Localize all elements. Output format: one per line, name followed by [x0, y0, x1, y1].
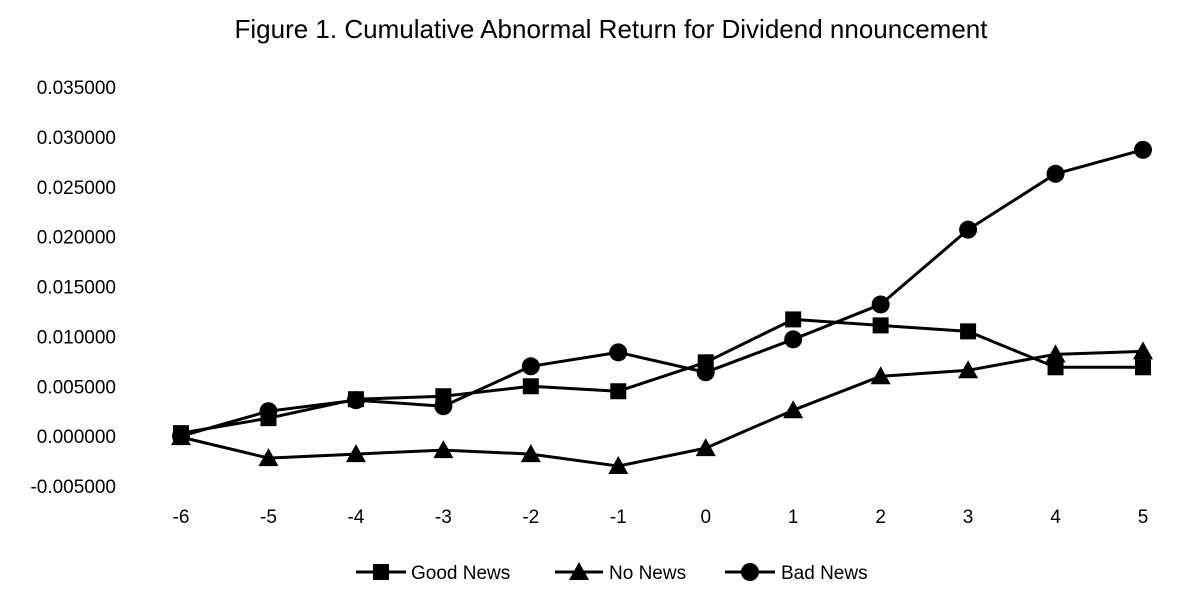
data-point-good-news [610, 383, 627, 400]
data-point-no-news [1133, 341, 1153, 360]
data-point-bad-news [1046, 164, 1065, 183]
y-axis: -0.005000 0.000000 0.005000 0.010000 0.01500… [30, 78, 116, 498]
data-point-no-news [608, 456, 629, 475]
data-point-good-news [1135, 359, 1151, 376]
series-line-good-news [180, 317, 1143, 435]
legend-item-good-news: Good News [356, 563, 510, 584]
x-tick-label: 5 [1138, 507, 1149, 528]
data-point-good-news [785, 311, 802, 328]
y-tick-label: 0.025000 [37, 178, 116, 199]
series-bad-news [172, 140, 1152, 446]
y-tick-label: 0.000000 [37, 427, 116, 448]
data-point-good-news [1047, 359, 1064, 376]
series-no-news [171, 341, 1153, 475]
data-point-no-news [520, 444, 541, 463]
data-point-good-news [872, 317, 889, 334]
data-point-no-news [783, 400, 804, 419]
y-tick-label: -0.005000 [30, 477, 116, 498]
x-tick-label: -2 [522, 507, 539, 528]
data-point-bad-news [346, 391, 365, 410]
legend-item-no-news: No News [555, 562, 686, 584]
x-tick-label: 3 [963, 507, 974, 528]
x-tick-label: 4 [1050, 507, 1061, 528]
x-tick-label: 0 [700, 507, 711, 528]
x-tick-label: -4 [347, 507, 364, 528]
series-layer [171, 140, 1153, 475]
data-point-bad-news [1134, 140, 1152, 159]
data-point-no-news [345, 444, 366, 463]
chart-title: Figure 1. Cumulative Abnormal Return for… [234, 14, 988, 44]
series-line-no-news [180, 349, 1144, 468]
data-point-bad-news [784, 330, 803, 349]
y-tick-label: 0.005000 [37, 377, 116, 398]
data-point-bad-news [434, 397, 453, 416]
data-point-good-news [522, 378, 539, 395]
data-point-bad-news [609, 343, 628, 362]
x-tick-label: -3 [435, 507, 452, 528]
x-tick-label: -5 [260, 507, 277, 528]
y-tick-label: 0.015000 [37, 278, 116, 299]
x-axis: -6 -5 -4 -3 -2 -1 0 1 2 3 4 5 [173, 507, 1149, 528]
legend-item-bad-news: Bad News [725, 563, 868, 584]
x-tick-label: 1 [788, 507, 799, 528]
legend-label: Bad News [781, 563, 868, 584]
data-point-bad-news [521, 357, 540, 376]
legend: Good News No News Bad News [356, 562, 868, 584]
legend-marker [741, 563, 759, 581]
data-point-no-news [695, 438, 716, 457]
legend-marker [373, 564, 389, 580]
x-tick-label: -6 [173, 507, 190, 528]
data-point-no-news [958, 360, 979, 379]
data-point-no-news [1045, 344, 1066, 363]
data-point-bad-news [871, 295, 890, 314]
legend-label: Good News [411, 563, 510, 584]
x-tick-label: 2 [875, 507, 886, 528]
y-tick-label: 0.010000 [37, 327, 116, 348]
y-tick-label: 0.020000 [37, 228, 116, 249]
data-point-bad-news [259, 402, 278, 421]
data-point-no-news [433, 440, 454, 459]
data-point-bad-news [959, 220, 978, 239]
legend-label: No News [609, 563, 686, 584]
legend-marker [569, 562, 589, 580]
data-point-no-news [870, 366, 891, 385]
series-good-news [173, 311, 1151, 442]
x-tick-label: -1 [610, 507, 627, 528]
series-line-bad-news [180, 148, 1144, 438]
data-point-no-news [258, 448, 279, 467]
y-tick-label: 0.030000 [37, 128, 116, 149]
y-tick-label: 0.035000 [37, 78, 116, 99]
data-point-good-news [960, 323, 977, 340]
data-point-bad-news [696, 363, 715, 382]
data-point-bad-news [172, 427, 190, 446]
